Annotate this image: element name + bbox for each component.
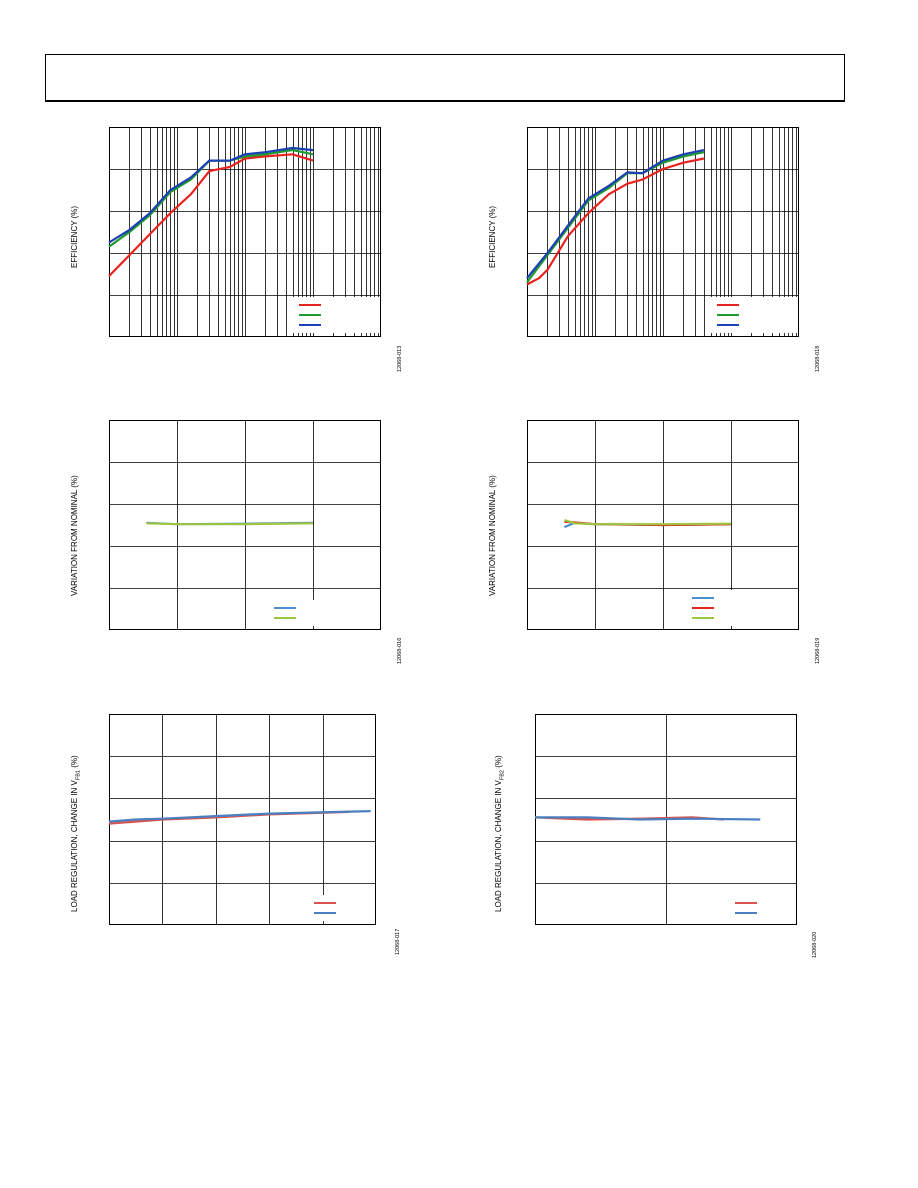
y-axis-label-sub: FB1: [75, 770, 82, 781]
figure-number: 12068-019: [815, 637, 821, 664]
y-axis-label-main: LOAD REGULATION, CHANGE IN V: [494, 780, 503, 912]
figure-number: 12068-017: [395, 928, 401, 955]
legend-box: [308, 895, 375, 921]
series-line-3: [526, 149, 705, 279]
y-axis-label: LOAD REGULATION, CHANGE IN VFB2 (%): [494, 755, 506, 912]
y-axis-label-tail: (%): [70, 755, 79, 771]
series-line-3: [108, 146, 314, 244]
plot-svg: [109, 420, 381, 630]
y-axis-label: LOAD REGULATION, CHANGE IN VFB1 (%): [70, 755, 82, 912]
plot-svg: [108, 714, 376, 925]
plot-frame: [535, 714, 797, 925]
plot-frame: [109, 420, 381, 630]
series-line-2: [108, 810, 371, 823]
plot-frame: [109, 127, 381, 337]
plot-frame: [527, 127, 799, 337]
figure-number: 12068-016: [397, 637, 403, 664]
series-line-2: [108, 149, 314, 248]
figure-number: 12068-013: [397, 345, 403, 372]
series-line-1: [108, 810, 350, 825]
y-axis-label: EFFICIENCY (%): [70, 205, 79, 268]
legend-box: [268, 600, 380, 626]
y-axis-label: VARIATION FROM NOMINAL (%): [488, 475, 497, 596]
series-line-3: [564, 518, 732, 526]
series-line-1: [108, 153, 314, 277]
y-axis-label-sub: FB2: [499, 770, 506, 781]
plot-svg: [527, 420, 799, 630]
header-box: [45, 54, 845, 102]
figure-number: 12068-018: [815, 345, 821, 372]
series-line-2: [535, 816, 761, 821]
y-axis-label: EFFICIENCY (%): [488, 205, 497, 268]
series-line-1: [526, 157, 705, 286]
legend-box: [729, 895, 796, 921]
series-line-2: [526, 151, 705, 284]
series-line-2: [146, 522, 314, 526]
figure-number: 12068-020: [812, 931, 818, 958]
plot-svg: [108, 127, 381, 337]
y-axis-label: VARIATION FROM NOMINAL (%): [70, 475, 79, 596]
plot-svg: [526, 127, 799, 337]
plot-frame: [109, 714, 376, 925]
y-axis-label-tail: (%): [494, 755, 503, 771]
plot-svg: [534, 714, 797, 925]
y-axis-label-main: LOAD REGULATION, CHANGE IN V: [70, 780, 79, 912]
plot-frame: [527, 420, 799, 630]
